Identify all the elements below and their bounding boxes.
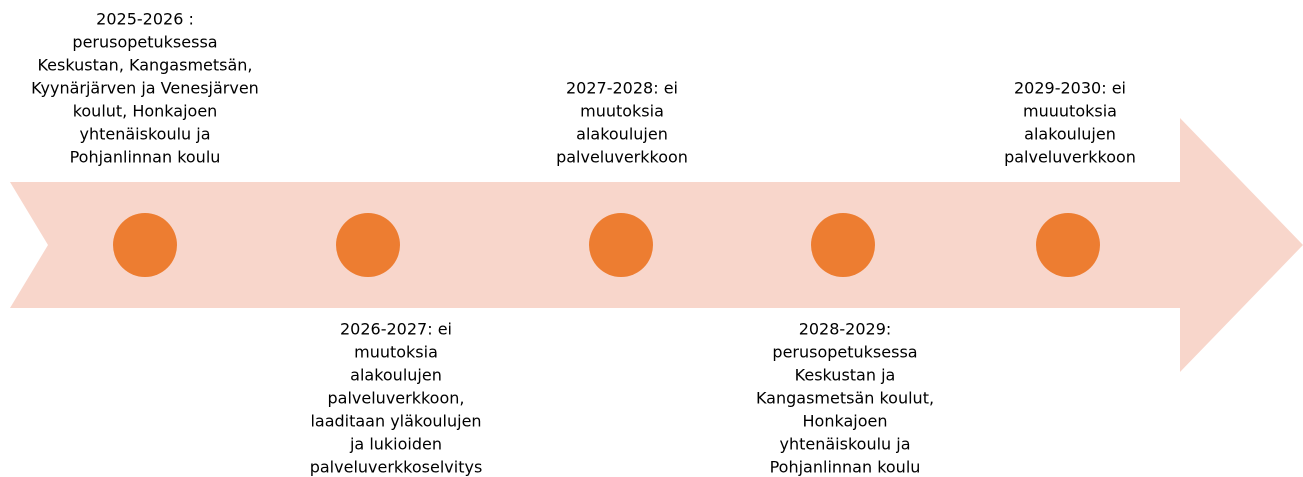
milestone-text: palveluverkkoon <box>1004 148 1136 167</box>
milestone-text: 2029-2030: ei <box>1014 79 1126 98</box>
milestone-text: palveluverkkoselvitys <box>310 458 483 477</box>
milestone-text: Honkajoen <box>803 412 888 431</box>
milestone-text: palveluverkkoon <box>556 148 688 167</box>
milestone-dot <box>1036 213 1100 277</box>
milestone-text: 2027-2028: ei <box>566 79 678 98</box>
milestone-text: perusopetuksessa <box>772 343 917 362</box>
milestone-dot <box>113 213 177 277</box>
milestone-text: alakoulujen <box>1024 125 1116 144</box>
milestone-text: Keskustan, Kangasmetsän, <box>37 56 252 75</box>
milestone-text: muuutoksia <box>1023 102 1117 121</box>
milestone-text: palveluverkkoon, <box>328 389 465 408</box>
milestone-text: 2025-2026 : <box>96 10 194 29</box>
milestone-text: Keskustan ja <box>795 366 896 385</box>
milestone-text: muutoksia <box>354 343 438 362</box>
milestone-text: muutoksia <box>580 102 664 121</box>
milestone-text: alakoulujen <box>576 125 668 144</box>
milestone-text: koulut, Honkajoen <box>73 102 218 121</box>
milestone-text: Kangasmetsän koulut, <box>756 389 934 408</box>
milestone-text: yhtenäiskoulu ja <box>80 125 211 144</box>
milestone-dot <box>589 213 653 277</box>
timeline-arrow <box>10 118 1303 372</box>
milestone-text: Pohjanlinnan koulu <box>70 148 221 167</box>
milestone-dot <box>811 213 875 277</box>
milestone-text: laaditaan yläkoulujen <box>310 412 481 431</box>
milestone-text: yhtenäiskoulu ja <box>780 435 911 454</box>
milestone-text: alakoulujen <box>350 366 442 385</box>
milestone-text: ja lukioiden <box>349 435 442 454</box>
milestone-text: 2026-2027: ei <box>340 320 452 339</box>
milestone-dot <box>336 213 400 277</box>
milestone-text: Pohjanlinnan koulu <box>770 458 921 477</box>
milestone-text: perusopetuksessa <box>72 33 217 52</box>
milestone-text: Kyynärjärven ja Venesjärven <box>31 79 259 98</box>
milestone-text: 2028-2029: <box>799 320 892 339</box>
